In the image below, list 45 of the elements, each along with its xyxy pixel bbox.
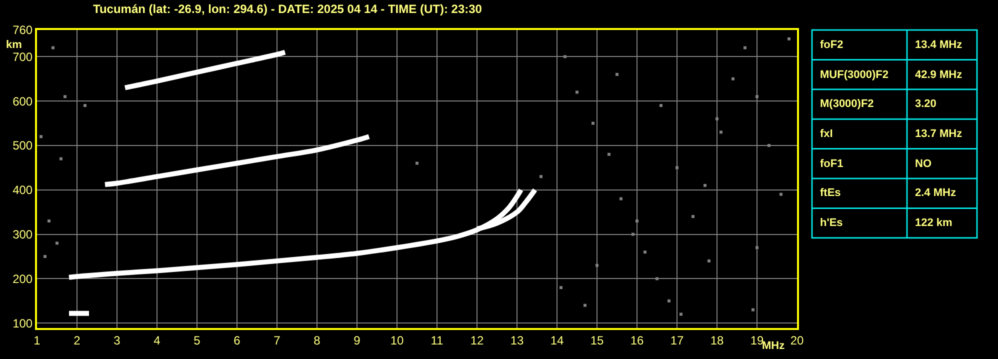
x-tick-label: 6 — [234, 333, 241, 348]
y-tick-label: 400 — [12, 183, 33, 198]
text: ftEs — [820, 187, 841, 199]
y-tick-label: 700 — [12, 50, 33, 64]
y-tick-label: 600 — [12, 94, 33, 108]
y-axis-title: km — [6, 39, 22, 51]
x-tick-label: 1 — [34, 333, 41, 348]
x-tick-label: 3 — [114, 333, 121, 348]
x-tick-label: 5 — [194, 333, 201, 348]
text: 122 km — [915, 217, 953, 229]
y-tick-label: 760 — [12, 23, 33, 38]
text: foF1 — [820, 158, 844, 170]
x-axis-title: MHz — [762, 340, 786, 352]
text: NO — [915, 158, 932, 170]
x-tick-label: 8 — [314, 333, 321, 348]
x-tick-label: 19 — [750, 333, 764, 348]
x-tick-label: 7 — [274, 333, 281, 348]
x-tick-label: 20 — [790, 333, 804, 348]
text: 13.4 MHz — [915, 39, 963, 51]
text: MUF(3000)F2 — [820, 69, 888, 81]
x-tick-label: 12 — [470, 333, 484, 348]
x-tick-label: 9 — [354, 333, 361, 348]
text: h'Es — [820, 217, 843, 229]
y-tick-label: 200 — [12, 272, 33, 286]
y-tick-label: 100 — [12, 316, 33, 330]
chart-title: Tucumán (lat: -26.9, lon: 294.6) - DATE: 2025 04 14 - TIME (UT): 23:30 — [93, 2, 482, 16]
text: foF2 — [820, 39, 844, 51]
x-tick-label: 2 — [74, 333, 81, 348]
text: fxI — [820, 128, 833, 140]
text: 13.7 MHz — [915, 128, 963, 140]
text: M(3000)F2 — [820, 98, 874, 110]
text: 42.9 MHz — [915, 69, 963, 81]
x-tick-label: 13 — [510, 333, 524, 348]
x-tick-label: 18 — [710, 333, 724, 348]
y-tick-label: 500 — [12, 138, 33, 153]
x-tick-label: 14 — [550, 333, 564, 348]
y-tick-label: 300 — [12, 227, 33, 242]
x-tick-label: 17 — [670, 333, 684, 348]
text: 3.20 — [915, 98, 936, 110]
x-tick-label: 10 — [390, 333, 404, 348]
x-tick-label: 11 — [430, 333, 444, 348]
text: 2.4 MHz — [915, 187, 956, 199]
x-tick-label: 15 — [590, 333, 604, 348]
x-tick-label: 16 — [630, 333, 644, 348]
x-tick-label: 4 — [154, 333, 161, 348]
